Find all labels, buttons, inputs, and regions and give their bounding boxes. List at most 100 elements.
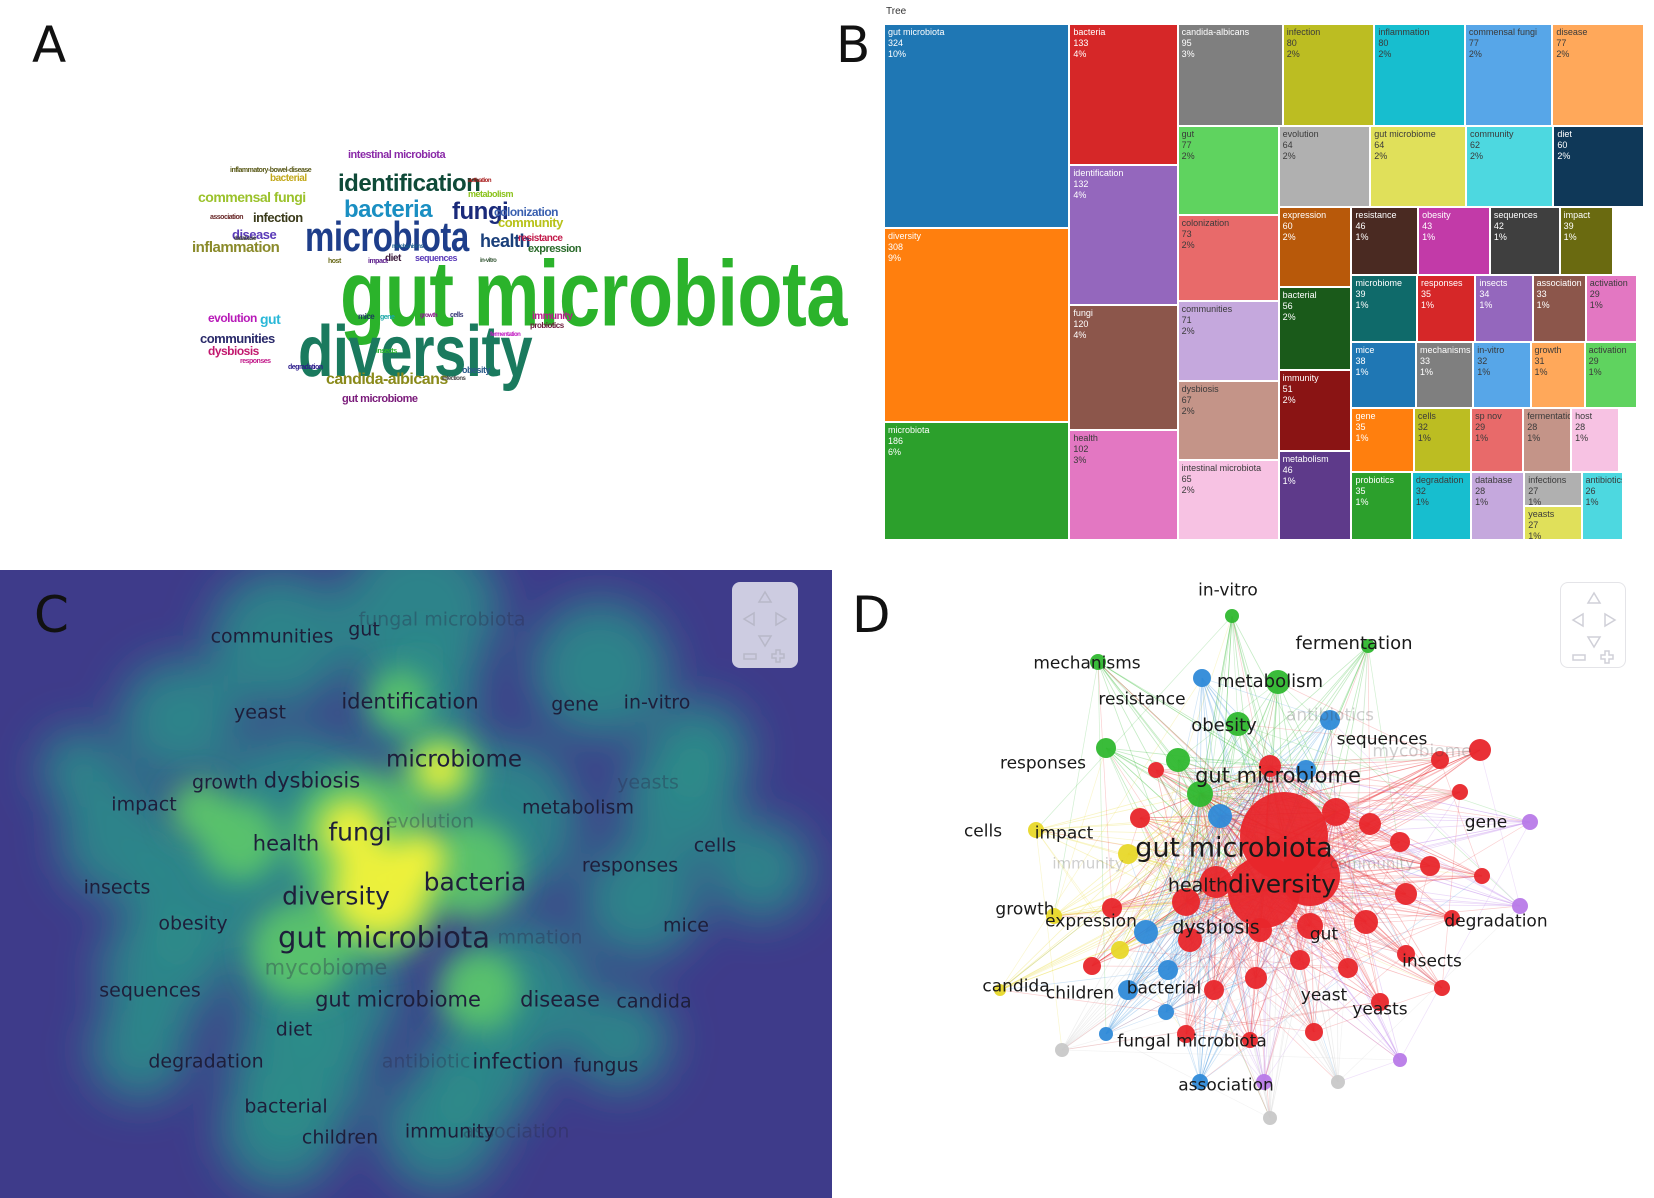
network-node: [1474, 868, 1490, 884]
network-node: [1371, 993, 1389, 1011]
word-cloud-word: bacteria: [344, 196, 433, 223]
treemap-tile-count: 120: [1073, 318, 1089, 329]
zoom-nav-control[interactable]: [732, 582, 798, 668]
treemap-tile-count: 34: [1479, 289, 1490, 300]
treemap-tile-pct: 1%: [1528, 497, 1542, 507]
network-label: metabolism: [1216, 671, 1324, 692]
treemap-tile-label: communities: [1181, 303, 1233, 314]
treemap-tile-count: 95: [1181, 38, 1192, 48]
network-node: [1046, 908, 1062, 924]
zoom-nav-control[interactable]: [1560, 582, 1626, 668]
treemap-tile-pct: 2%: [1282, 232, 1296, 243]
word-cloud-word: disease: [232, 227, 277, 242]
word-cloud-word: mechanisms: [392, 244, 424, 250]
density-label: association: [462, 1120, 570, 1143]
treemap-tile-pct: 2%: [1181, 405, 1195, 416]
word-cloud-word: candida-albicans: [326, 371, 448, 388]
network-node: [1290, 950, 1310, 970]
word-cloud-word: gene: [380, 314, 395, 321]
treemap-tile-pct: 1%: [1415, 497, 1429, 508]
treemap-tile-pct: 1%: [1421, 300, 1435, 311]
treemap-tile-label: bacteria: [1073, 27, 1106, 37]
treemap-tile-count: 28: [1527, 421, 1538, 432]
treemap-tile-pct: 1%: [1477, 366, 1491, 377]
network-node: [1395, 883, 1417, 905]
treemap-tile-count: 26: [1585, 486, 1596, 497]
treemap-tile-count: 33: [1420, 355, 1431, 366]
word-cloud-word: fermentation: [490, 332, 521, 338]
word-cloud-word: activation: [468, 178, 492, 184]
treemap-tile: communities 71 2%: [1177, 300, 1279, 381]
network-label: community: [1329, 854, 1415, 873]
treemap-tile-count: 80: [1286, 38, 1297, 48]
treemap-tile: gut microbiota 324 10%: [884, 24, 1070, 229]
density-label: mice: [663, 914, 709, 937]
treemap-tile-pct: 1%: [1479, 300, 1493, 311]
word-cloud-word: dysbiosis: [208, 344, 259, 358]
treemap-tile: activation 29 1%: [1585, 275, 1637, 342]
treemap-tile: community 62 2%: [1465, 125, 1554, 208]
treemap-tile-pct: 4%: [1073, 190, 1087, 201]
network-node: [1055, 1043, 1069, 1057]
network-label: diversity: [1228, 869, 1336, 899]
network-node: [1361, 639, 1375, 653]
treemap-title: Tree: [886, 6, 907, 17]
treemap-tile-pct: 1%: [1420, 366, 1434, 377]
treemap-tile-pct: 4%: [1073, 329, 1087, 340]
network-node: [1512, 898, 1528, 914]
treemap-tile-count: 32: [1415, 486, 1426, 497]
treemap-tile-pct: 2%: [1378, 49, 1392, 59]
treemap-tile: gene 35 1%: [1351, 407, 1414, 473]
treemap-tile-label: activation: [1589, 278, 1628, 289]
network-node: [1393, 1053, 1407, 1067]
treemap-tile-label: community: [1469, 128, 1514, 139]
treemap-tile-label: database: [1475, 475, 1513, 486]
treemap-tile-pct: 1%: [1588, 366, 1602, 377]
treemap-tile-label: activation: [1588, 344, 1627, 355]
density-map: communities gut fungal microbiota identific…: [0, 570, 832, 1198]
word-cloud-word: impact: [368, 258, 388, 265]
treemap-tile-pct: 3%: [1181, 49, 1195, 59]
treemap-tile-pct: 2%: [1282, 394, 1296, 405]
treemap-tile-count: 132: [1073, 179, 1089, 190]
treemap-tile-label: gut microbiota: [888, 27, 945, 37]
network-node: [1118, 844, 1138, 864]
network-node: [1259, 755, 1281, 777]
treemap-tile-count: 33: [1536, 289, 1547, 300]
network-node: [1178, 928, 1202, 952]
network-label: antibiotics: [1285, 705, 1375, 726]
density-label: diet: [275, 1018, 313, 1041]
treemap-tile: expression 60 2%: [1278, 207, 1352, 287]
treemap-tile-pct: 1%: [1355, 366, 1369, 377]
treemap-tile-count: 60: [1557, 139, 1568, 150]
treemap-tile: host 28 1%: [1571, 407, 1619, 473]
treemap-tile-pct: 1%: [1282, 476, 1296, 487]
network-node: [1090, 654, 1106, 670]
treemap-tile-pct: 6%: [888, 447, 902, 458]
network-node: [1263, 1111, 1277, 1125]
treemap-tile-label: dysbiosis: [1181, 383, 1219, 394]
treemap-tile: disease 77 2%: [1552, 24, 1644, 126]
treemap-tile-pct: 4%: [1073, 49, 1087, 59]
word-cloud-word: responses: [240, 358, 271, 365]
treemap-tile-count: 46: [1355, 221, 1366, 232]
treemap-tile-count: 77: [1556, 38, 1567, 48]
treemap-tile: association 33 1%: [1532, 275, 1586, 342]
word-cloud-word: resistance: [518, 233, 563, 244]
treemap-tile-pct: 1%: [1475, 497, 1489, 508]
network-label: obesity: [1191, 715, 1257, 736]
network-node: [1096, 738, 1116, 758]
word-cloud-word: fungi: [452, 198, 509, 225]
word-cloud-word: degradation: [288, 364, 323, 371]
network-label: yeast: [1300, 985, 1348, 1006]
word-cloud-word: database: [234, 236, 257, 242]
network-node: [1420, 856, 1440, 876]
network-node: [1148, 762, 1164, 778]
treemap-tile: database 28 1%: [1471, 472, 1525, 540]
treemap-tile-count: 77: [1181, 139, 1192, 150]
treemap-panel: Tree gut microbiota 324 10% diversity 308 9% m…: [884, 6, 1654, 566]
treemap-tile: microbiota 186 6%: [884, 422, 1070, 540]
treemap-tile-count: 71: [1181, 314, 1192, 325]
treemap-tile: sp nov 29 1%: [1471, 407, 1524, 473]
treemap-tile: colonization 73 2%: [1177, 215, 1279, 301]
